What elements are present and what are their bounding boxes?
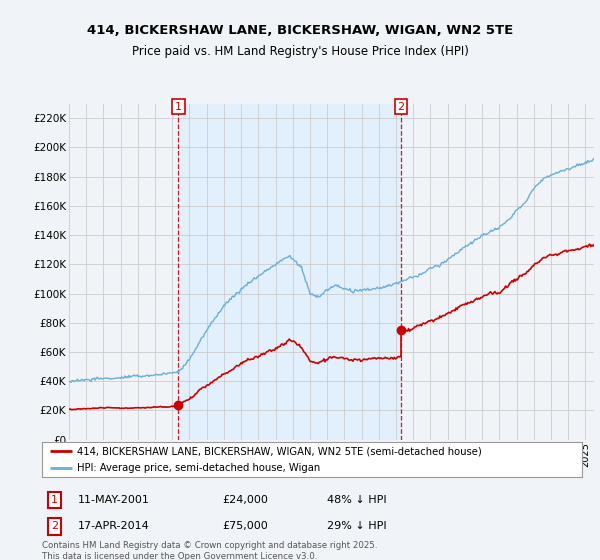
Text: 48% ↓ HPI: 48% ↓ HPI bbox=[327, 495, 386, 505]
Text: Price paid vs. HM Land Registry's House Price Index (HPI): Price paid vs. HM Land Registry's House … bbox=[131, 45, 469, 58]
Text: 1: 1 bbox=[175, 101, 182, 111]
Text: 17-APR-2014: 17-APR-2014 bbox=[78, 521, 150, 531]
Text: 29% ↓ HPI: 29% ↓ HPI bbox=[327, 521, 386, 531]
Text: £24,000: £24,000 bbox=[222, 495, 268, 505]
Text: 2: 2 bbox=[51, 521, 58, 531]
Bar bbox=[178, 104, 401, 440]
Text: 414, BICKERSHAW LANE, BICKERSHAW, WIGAN, WN2 5TE (semi-detached house): 414, BICKERSHAW LANE, BICKERSHAW, WIGAN,… bbox=[77, 446, 482, 456]
Text: 1: 1 bbox=[51, 495, 58, 505]
Text: HPI: Average price, semi-detached house, Wigan: HPI: Average price, semi-detached house,… bbox=[77, 463, 320, 473]
Text: £75,000: £75,000 bbox=[222, 521, 268, 531]
Text: Contains HM Land Registry data © Crown copyright and database right 2025.
This d: Contains HM Land Registry data © Crown c… bbox=[42, 542, 377, 560]
Text: 414, BICKERSHAW LANE, BICKERSHAW, WIGAN, WN2 5TE: 414, BICKERSHAW LANE, BICKERSHAW, WIGAN,… bbox=[87, 24, 513, 38]
Text: 2: 2 bbox=[397, 101, 404, 111]
Text: 11-MAY-2001: 11-MAY-2001 bbox=[78, 495, 150, 505]
